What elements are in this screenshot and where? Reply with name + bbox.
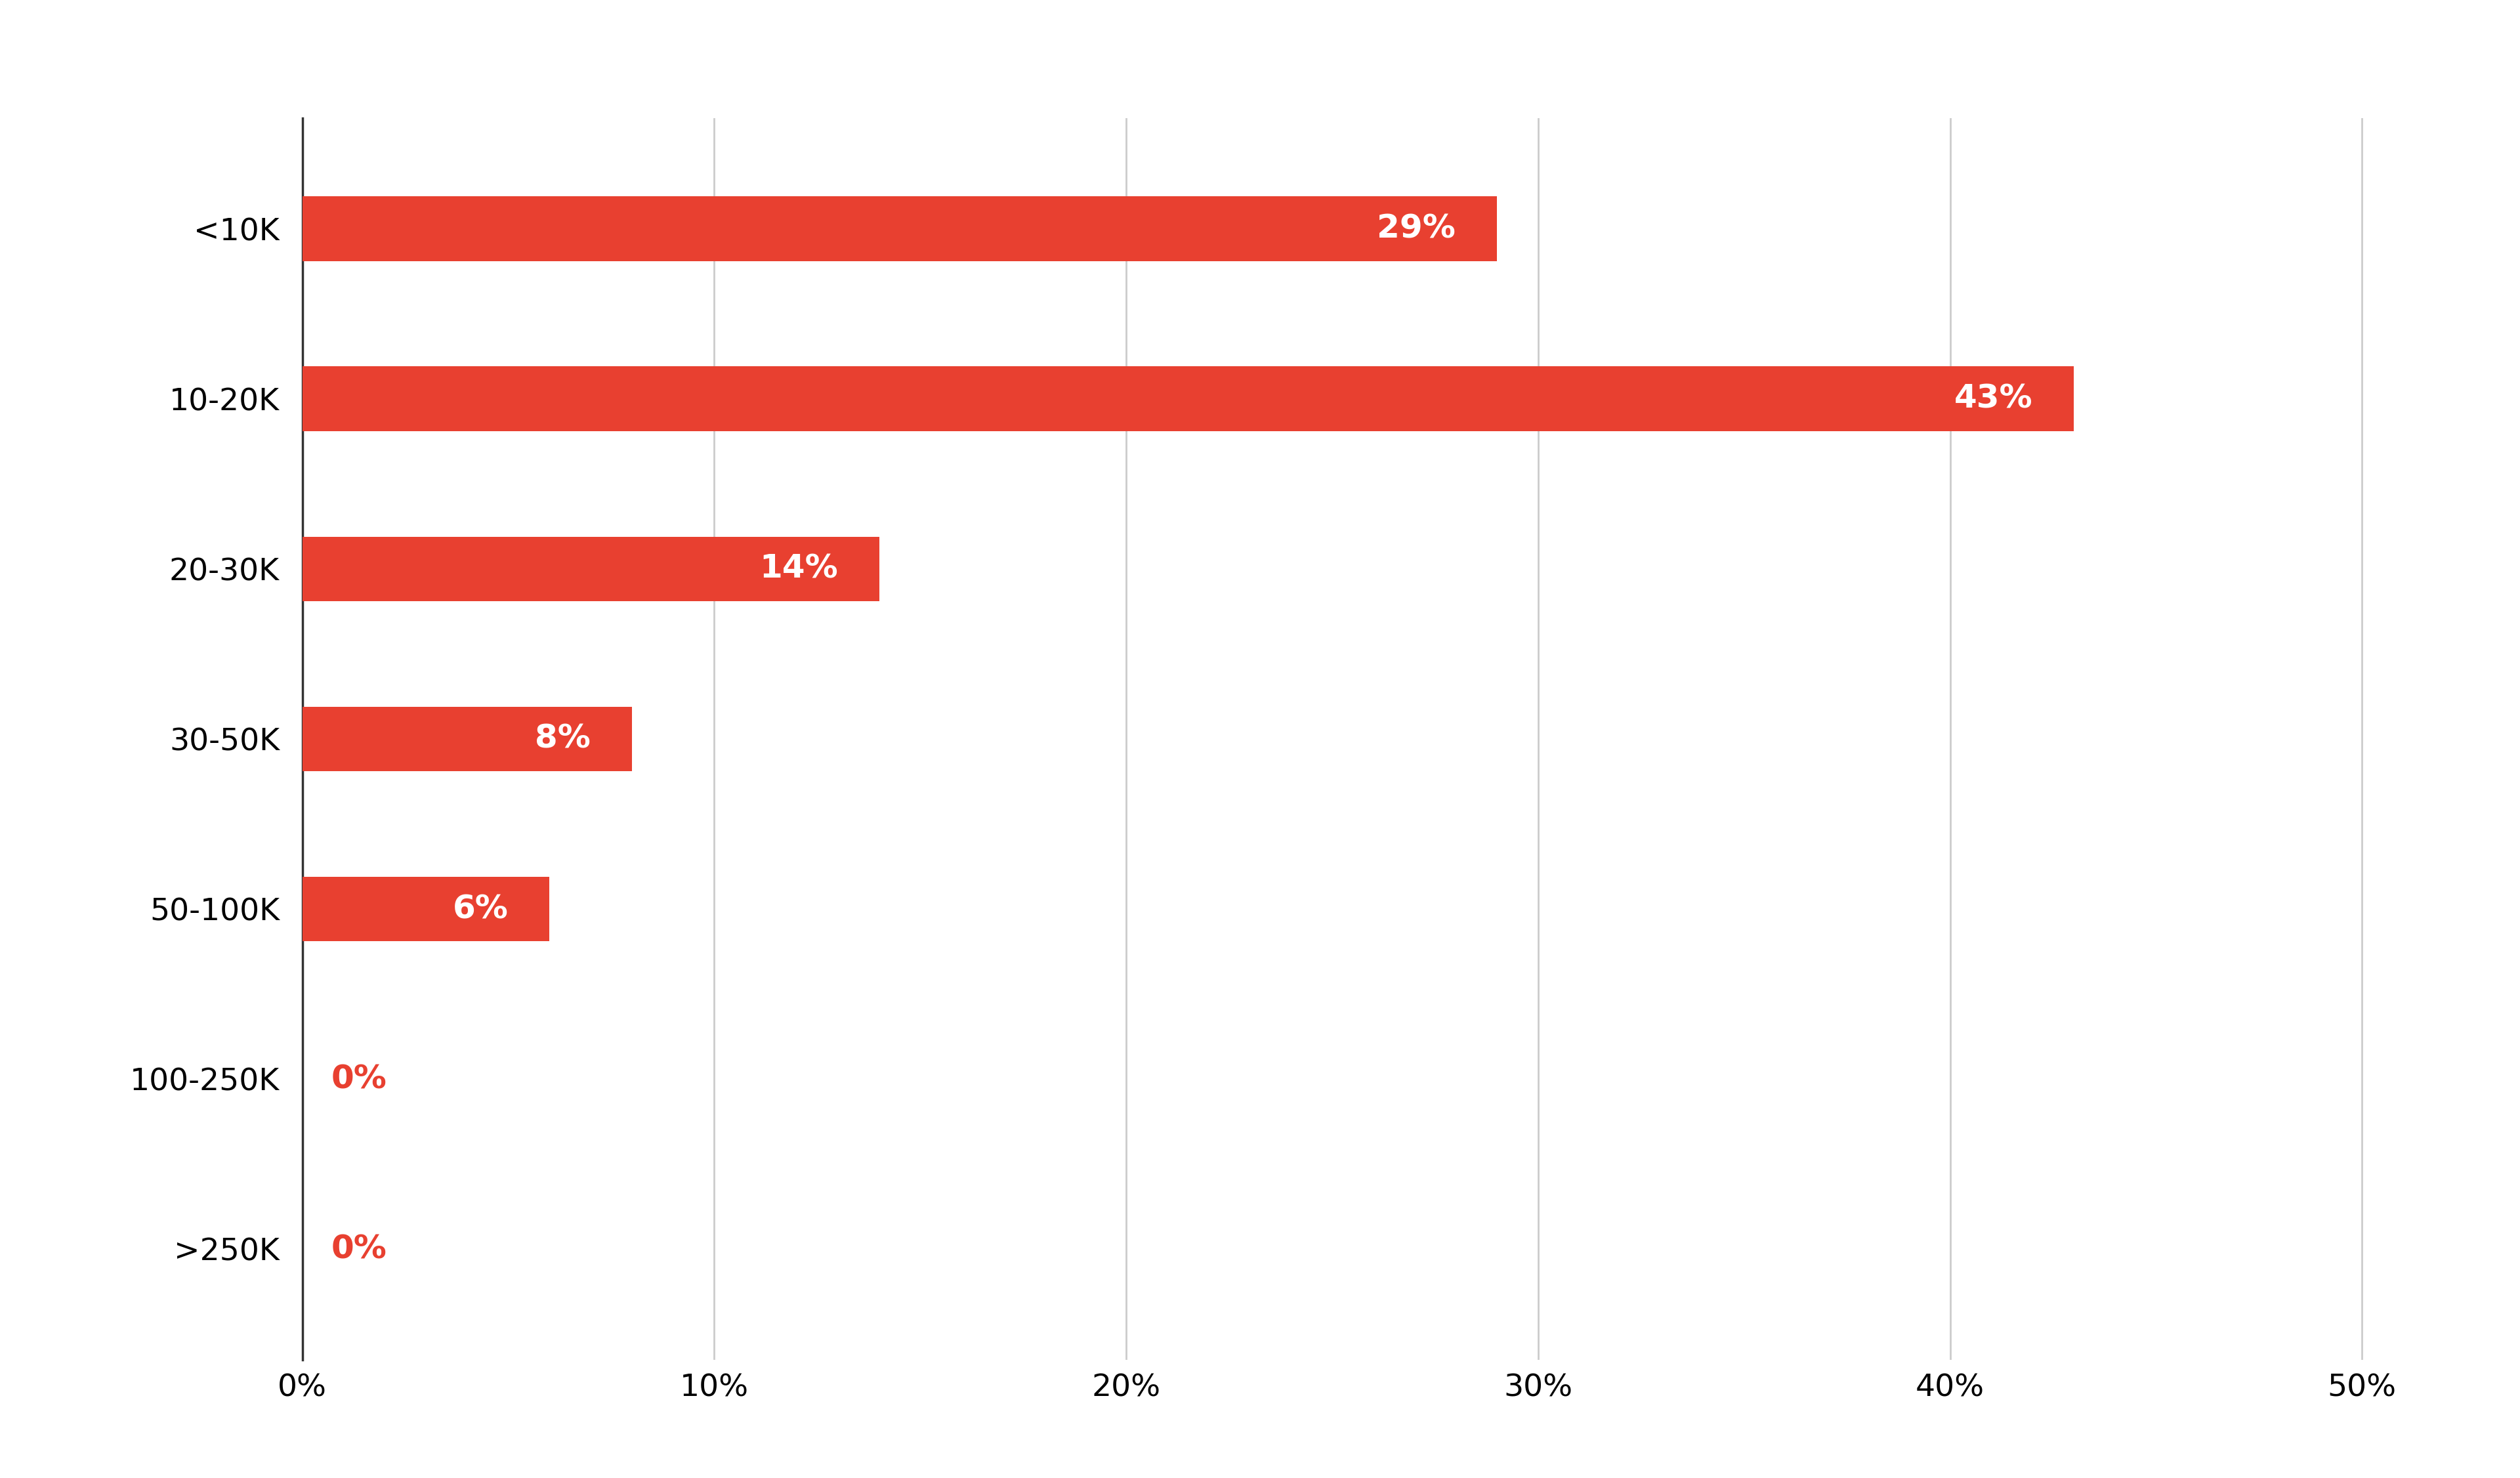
Text: 14%: 14% — [759, 553, 837, 585]
Text: 8%: 8% — [534, 723, 590, 755]
Bar — [302, 706, 633, 772]
Bar — [302, 537, 879, 602]
Text: 0%: 0% — [330, 1063, 388, 1095]
Bar — [302, 367, 2074, 432]
Text: 6%: 6% — [454, 893, 509, 925]
Bar — [302, 197, 1497, 262]
Text: 43%: 43% — [1953, 383, 2034, 415]
Text: 0%: 0% — [330, 1234, 388, 1265]
Text: 29%: 29% — [1376, 213, 1457, 244]
Bar — [302, 876, 549, 941]
